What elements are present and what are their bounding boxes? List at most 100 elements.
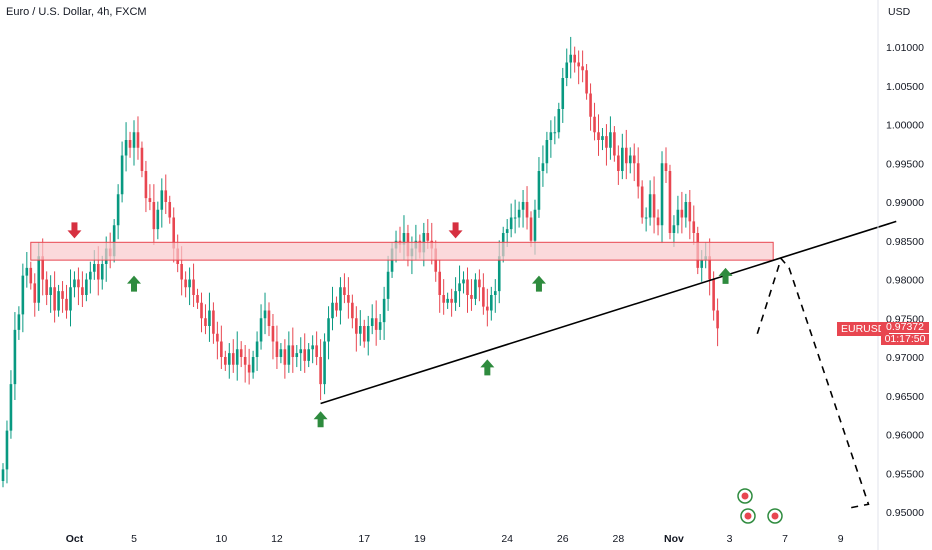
candle-body (29, 267, 33, 284)
candle (220, 325, 223, 370)
candle (636, 147, 640, 199)
candle (287, 331, 291, 373)
candle (366, 315, 370, 356)
candle-body (680, 209, 684, 218)
candle (632, 143, 636, 182)
candle-body (132, 132, 136, 148)
candle (69, 269, 72, 327)
candle (291, 327, 295, 373)
candle-body (251, 357, 255, 373)
candle (370, 304, 374, 335)
candle-body (509, 217, 513, 230)
candle-body (283, 349, 287, 365)
candle (478, 269, 481, 302)
candle-body (247, 364, 251, 373)
candle-body (486, 306, 489, 311)
candle-body (672, 225, 676, 233)
green-up-arrow-icon (313, 411, 328, 428)
candle (13, 312, 17, 401)
candle-body (315, 345, 318, 357)
candle-body (593, 116, 596, 133)
price-tick-label: 0.99000 (886, 197, 924, 209)
candle-body (474, 279, 477, 299)
candle-body (303, 349, 307, 361)
candle-body (585, 70, 588, 94)
time-tick-label: Nov (664, 533, 684, 545)
candle (120, 141, 124, 203)
candle (275, 325, 279, 370)
candle (243, 344, 247, 383)
candle (545, 131, 549, 174)
candle (247, 348, 251, 385)
candle-body (216, 333, 219, 342)
candle (351, 294, 354, 329)
candle (446, 292, 449, 309)
candle-body (664, 163, 668, 171)
candle (81, 271, 84, 308)
candle (184, 271, 187, 298)
candle (124, 122, 128, 172)
candle (474, 273, 477, 306)
candle-body (148, 198, 152, 202)
candle (374, 300, 378, 346)
candle (525, 186, 529, 230)
candle (299, 337, 303, 371)
candle-body (25, 267, 29, 276)
candle-body (208, 310, 211, 326)
candle (549, 120, 553, 158)
candle (216, 321, 219, 360)
candle (9, 370, 13, 439)
candle (490, 286, 493, 321)
candle-body (589, 93, 592, 117)
candle-body (160, 190, 164, 210)
candle-body (648, 194, 652, 218)
candles-group (1, 36, 719, 488)
candle-body (267, 310, 271, 326)
candle (621, 133, 624, 180)
candle-body (331, 302, 334, 319)
candle (231, 339, 235, 373)
candle-body (5, 430, 9, 470)
candle-body (537, 171, 541, 210)
candle-body (569, 54, 573, 63)
candle-body (112, 225, 116, 257)
candle-body (49, 287, 52, 295)
candle (458, 265, 461, 308)
candle-body (382, 298, 386, 323)
overlay-group (30, 220, 897, 524)
candle-body (497, 256, 501, 292)
countdown-badge: 01:17:50 (881, 334, 929, 345)
candle-body (636, 163, 640, 187)
candle-body (335, 302, 338, 311)
candle-body (454, 291, 457, 303)
candle (17, 306, 21, 340)
candle (466, 267, 469, 313)
candle (668, 164, 672, 240)
price-tick-label: 0.96000 (886, 430, 924, 442)
candle (283, 339, 287, 379)
candle-body (624, 147, 628, 164)
candle (29, 261, 33, 290)
candle (200, 292, 203, 333)
candle-body (597, 132, 600, 140)
candle-body (311, 345, 314, 350)
candle (271, 313, 275, 360)
candle-body (545, 140, 549, 164)
price-tick-label: 1.01000 (886, 42, 924, 54)
candle (21, 263, 25, 333)
green-up-arrow-icon (480, 359, 495, 376)
candle-body (136, 132, 140, 148)
candle (605, 124, 608, 166)
time-tick-label: 17 (358, 533, 370, 545)
candle (553, 116, 557, 145)
red-down-arrow-icon (448, 222, 463, 239)
price-tick-label: 0.97000 (886, 352, 924, 364)
candle (259, 304, 263, 350)
candle-body (621, 147, 624, 171)
candle-body (243, 357, 247, 365)
candle (537, 157, 541, 218)
candle-body (505, 229, 509, 233)
candle-body (561, 78, 565, 109)
candle (347, 277, 350, 319)
